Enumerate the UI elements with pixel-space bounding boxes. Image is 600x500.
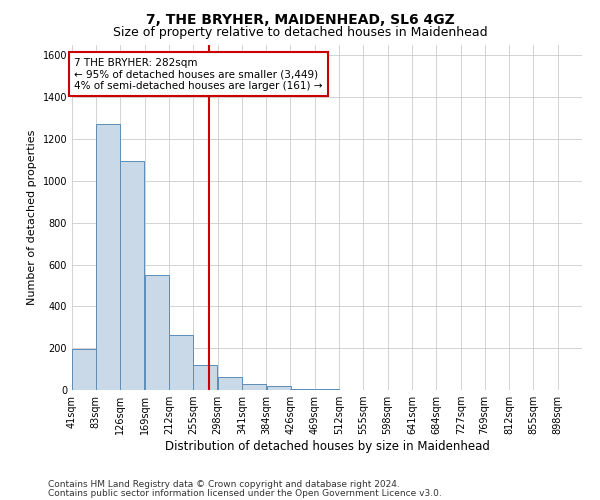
Text: Contains public sector information licensed under the Open Government Licence v3: Contains public sector information licen… xyxy=(48,488,442,498)
Bar xyxy=(242,384,266,390)
Bar xyxy=(121,161,145,390)
Bar xyxy=(169,334,193,390)
Text: 7 THE BRYHER: 282sqm
← 95% of detached houses are smaller (3,449)
4% of semi-det: 7 THE BRYHER: 282sqm ← 95% of detached h… xyxy=(74,58,323,90)
Bar xyxy=(218,378,242,390)
Bar xyxy=(266,386,290,390)
Text: Contains HM Land Registry data © Crown copyright and database right 2024.: Contains HM Land Registry data © Crown c… xyxy=(48,480,400,489)
Text: Size of property relative to detached houses in Maidenhead: Size of property relative to detached ho… xyxy=(113,26,487,39)
Bar xyxy=(96,124,120,390)
Bar xyxy=(72,349,96,390)
Bar xyxy=(193,365,217,390)
Bar xyxy=(145,275,169,390)
Y-axis label: Number of detached properties: Number of detached properties xyxy=(27,130,37,305)
Bar xyxy=(290,389,314,390)
Text: 7, THE BRYHER, MAIDENHEAD, SL6 4GZ: 7, THE BRYHER, MAIDENHEAD, SL6 4GZ xyxy=(146,12,454,26)
X-axis label: Distribution of detached houses by size in Maidenhead: Distribution of detached houses by size … xyxy=(164,440,490,453)
